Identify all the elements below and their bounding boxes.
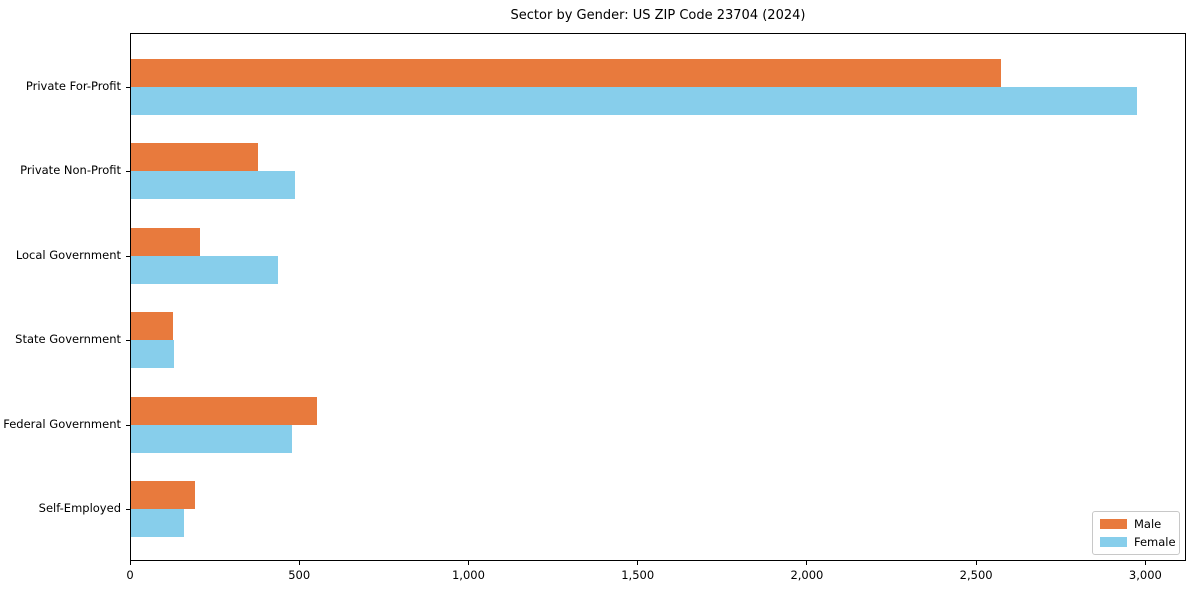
x-tick-mark	[1144, 561, 1146, 565]
legend-item-male: Male	[1100, 518, 1172, 531]
bar-male-3	[131, 312, 173, 341]
chart-title: Sector by Gender: US ZIP Code 23704 (202…	[510, 8, 806, 23]
bar-female-2	[131, 255, 278, 284]
x-tick-label: 500	[288, 568, 311, 582]
bar-male-1	[131, 143, 258, 172]
y-tick-label: State Government	[15, 332, 121, 347]
x-tick-mark	[129, 561, 131, 565]
bar-female-4	[131, 424, 292, 453]
bar-female-5	[131, 509, 184, 537]
y-tick-label: Local Government	[15, 247, 121, 262]
y-tick-label: Self-Employed	[38, 501, 121, 515]
y-tick-label: Federal Government	[3, 416, 121, 431]
x-tick-label: 0	[126, 568, 134, 582]
x-tick-mark	[637, 561, 639, 565]
bar-female-1	[131, 171, 295, 200]
bar-male-5	[131, 481, 195, 509]
legend-swatch-female	[1100, 536, 1127, 547]
bar-male-2	[131, 227, 200, 256]
y-tick-label: Private For-Profit	[25, 79, 121, 93]
x-tick-mark	[298, 561, 300, 565]
x-tick-mark	[975, 561, 977, 565]
x-tick-label: 2,500	[959, 568, 993, 582]
x-tick-label: 3,000	[1128, 568, 1162, 582]
x-tick-label: 2,000	[790, 568, 824, 582]
bar-female-3	[131, 340, 174, 369]
y-tick-mark	[126, 424, 130, 426]
y-tick-mark	[126, 255, 130, 257]
legend-swatch-male	[1100, 519, 1127, 530]
legend: Male Female	[1092, 511, 1180, 556]
legend-item-female: Female	[1100, 535, 1176, 549]
x-tick-label: 1,000	[451, 568, 485, 582]
y-tick-label: Private Non-Profit	[20, 163, 121, 178]
legend-label-male: Male	[1134, 517, 1162, 531]
bar-male-4	[131, 396, 317, 425]
x-tick-mark	[467, 561, 469, 565]
y-tick-mark	[126, 171, 130, 173]
x-tick-label: 1,500	[621, 568, 655, 582]
bar-female-0	[131, 87, 1137, 115]
y-tick-mark	[126, 87, 130, 88]
x-tick-mark	[806, 561, 808, 565]
plot-area	[130, 33, 1186, 561]
y-tick-mark	[126, 340, 130, 342]
y-tick-mark	[126, 509, 130, 510]
bar-male-0	[131, 59, 1001, 87]
legend-label-female: Female	[1134, 534, 1176, 549]
